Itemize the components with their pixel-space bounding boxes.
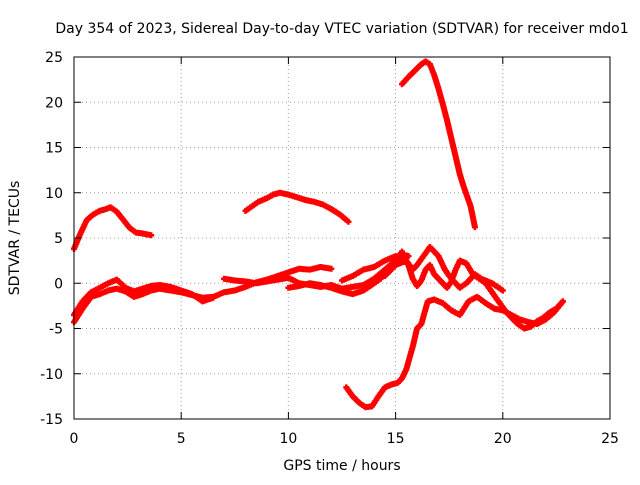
data-point [345, 218, 352, 225]
data-point [210, 294, 217, 301]
x-tick-label: 10 [279, 431, 297, 447]
chart-title: Day 354 of 2023, Sidereal Day-to-day VTE… [55, 21, 628, 37]
data-point [471, 224, 478, 231]
axis-ticks: -15 -10 -5 0 5 10 15 20 25 0 5 10 15 20 25 [40, 50, 619, 447]
y-tick-label: 5 [54, 231, 63, 247]
x-tick-label: 25 [601, 431, 619, 447]
x-axis-label: GPS time / hours [283, 458, 400, 474]
y-tick-label: 25 [45, 50, 63, 66]
x-tick-label: 15 [387, 431, 405, 447]
series-arc-b [242, 189, 352, 225]
y-tick-label: 15 [45, 141, 63, 157]
y-tick-label: -10 [40, 367, 63, 383]
series-arc-c [399, 58, 478, 231]
series-arc-k [381, 244, 506, 294]
y-tick-label: -5 [49, 322, 63, 338]
data-points [71, 58, 566, 411]
series-arc-a [71, 204, 155, 252]
data-point [148, 232, 155, 239]
data-point [405, 253, 412, 260]
data-point [328, 265, 335, 272]
x-tick-label: 20 [494, 431, 512, 447]
x-tick-label: 5 [177, 431, 186, 447]
x-tick-label: 0 [70, 431, 79, 447]
y-tick-label: -15 [40, 412, 63, 428]
y-axis-label: SDTVAR / TECUs [7, 181, 23, 296]
y-tick-label: 10 [45, 186, 63, 202]
series-arc-l [489, 289, 566, 332]
data-point [559, 298, 566, 305]
series-arc-f [71, 276, 217, 318]
data-point [499, 287, 506, 294]
series-arc-d [343, 293, 566, 411]
y-tick-label: 20 [45, 95, 63, 111]
y-tick-label: 0 [54, 276, 63, 292]
